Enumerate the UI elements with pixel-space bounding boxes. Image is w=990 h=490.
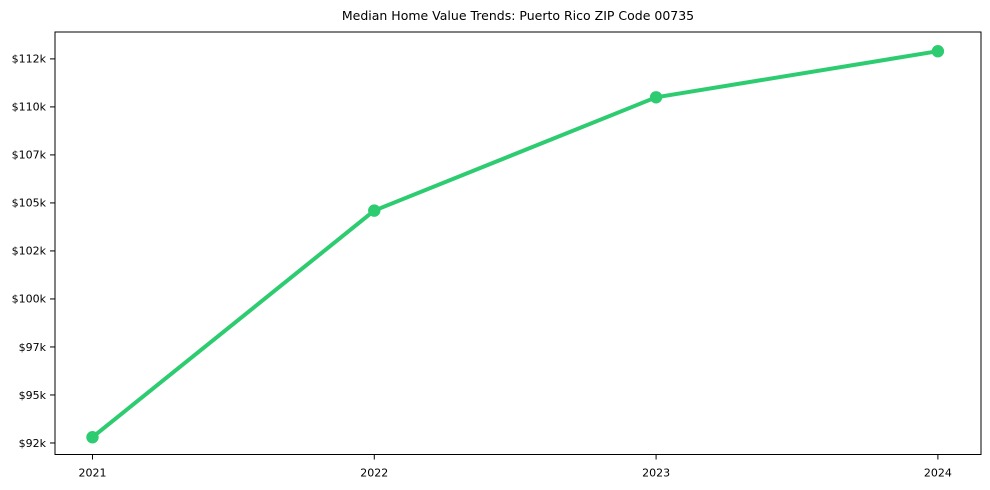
data-point-2024 — [931, 45, 945, 58]
plot-border — [54, 31, 982, 455]
x-axis-tick-label: 2023 — [642, 467, 670, 480]
y-axis-tick-label: $95k — [19, 389, 47, 402]
x-axis-tick-label: 2022 — [360, 467, 388, 480]
y-axis-tick-label: $107k — [12, 149, 47, 162]
y-axis-tick-label: $92k — [19, 437, 47, 450]
data-point-2022 — [368, 204, 381, 217]
y-axis-tick-label: $100k — [12, 293, 47, 306]
data-point-2021 — [86, 431, 99, 444]
x-axis-tick-label: 2021 — [78, 467, 106, 480]
y-axis-tick-label: $105k — [12, 197, 47, 210]
y-axis-tick-label: $97k — [19, 341, 47, 354]
trend-line — [90, 49, 940, 440]
y-axis-tick-label: $110k — [12, 101, 47, 114]
chart-title: Median Home Value Trends: Puerto Rico ZI… — [341, 8, 695, 23]
y-axis-tick-label: $102k — [12, 245, 47, 258]
data-point-2023 — [649, 91, 663, 104]
x-axis-tick-label: 2024 — [924, 467, 952, 480]
y-axis-tick-label: $112k — [12, 53, 47, 66]
